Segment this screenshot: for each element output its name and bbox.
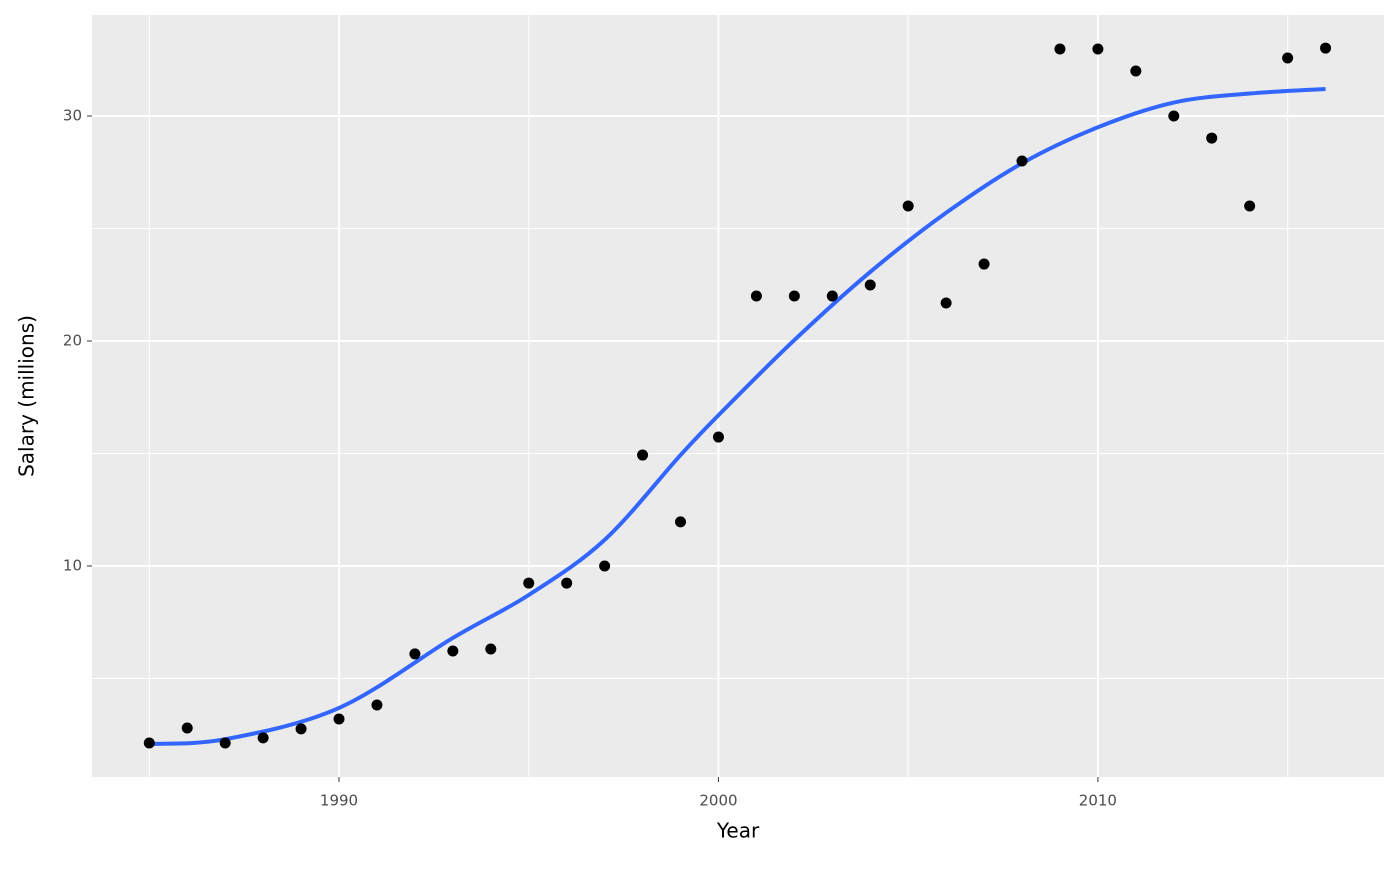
point — [1168, 110, 1180, 122]
point — [219, 737, 231, 749]
point — [485, 643, 497, 655]
point — [902, 200, 914, 212]
x-tick-label: 1990 — [320, 792, 358, 810]
point — [333, 713, 345, 725]
point — [523, 577, 535, 589]
x-tick-label: 2010 — [1079, 792, 1117, 810]
point — [712, 431, 724, 443]
x-axis-title: Year — [716, 819, 760, 843]
point — [1016, 155, 1028, 167]
point — [940, 297, 952, 309]
point — [788, 290, 800, 302]
y-axis-title: Salary (millions) — [15, 315, 39, 477]
point — [1244, 200, 1256, 212]
y-tick-label: 10 — [63, 556, 82, 574]
point — [561, 577, 573, 589]
point — [1320, 42, 1332, 54]
point — [181, 722, 193, 734]
point — [1054, 43, 1066, 55]
point — [750, 290, 762, 302]
point — [675, 516, 687, 528]
point — [447, 645, 459, 657]
point — [864, 279, 876, 291]
point — [1092, 43, 1104, 55]
y-tick-label: 20 — [63, 331, 82, 349]
x-tick-label: 2000 — [699, 792, 737, 810]
point — [409, 648, 421, 660]
point — [978, 258, 990, 270]
point — [599, 560, 611, 572]
smooth-line — [149, 87, 1326, 746]
point — [257, 732, 269, 744]
point — [295, 723, 307, 735]
point — [1206, 132, 1218, 144]
point — [1282, 52, 1294, 64]
point — [1130, 65, 1142, 77]
point — [143, 737, 155, 749]
point — [371, 699, 383, 711]
point — [637, 449, 649, 461]
y-tick-label: 30 — [63, 107, 82, 125]
point — [826, 290, 838, 302]
